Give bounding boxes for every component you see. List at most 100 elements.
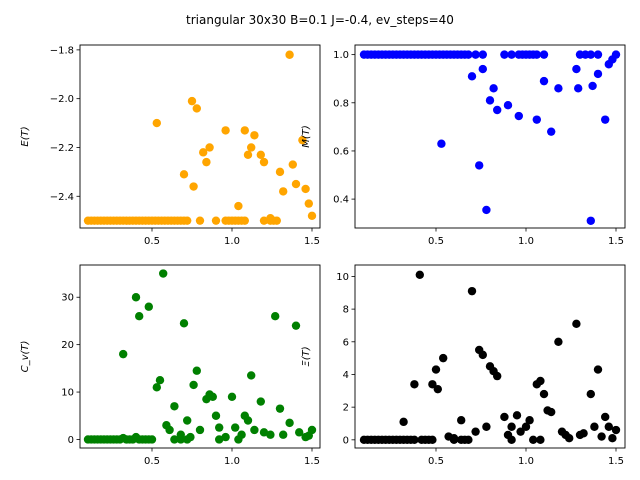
magnetization-point-61: [586, 216, 595, 225]
susceptibility-point-14: [410, 435, 419, 445]
magnetization-point-62: [588, 81, 597, 91]
magnetization-point-45: [437, 139, 446, 148]
energy-point-31: [183, 216, 192, 225]
energy-ytick-label: −2.4: [50, 192, 74, 203]
magnetization-point-29: [464, 50, 473, 59]
specific-heat-point-41: [192, 366, 201, 375]
susceptibility-point-26: [399, 417, 408, 427]
energy-ylabel: E(T): [20, 126, 31, 146]
specific-heat-point-38: [179, 319, 189, 328]
energy-axes-frame: [79, 44, 321, 229]
susceptibility-ytick-label: 8: [343, 305, 349, 316]
susceptibility-point-27: [410, 380, 419, 389]
magnetization-point-50: [485, 96, 495, 105]
specific-heat-point-60: [275, 404, 285, 413]
energy-point-59: [256, 150, 265, 159]
specific-heat-axes-frame: [79, 264, 321, 449]
susceptibility-point-48: [516, 427, 525, 436]
susceptibility-point-29: [428, 380, 437, 389]
susceptibility-point-39: [478, 350, 487, 360]
specific-heat-point-57: [259, 428, 269, 437]
specific-heat-point-61: [279, 430, 288, 439]
specific-heat-point-64: [295, 428, 304, 437]
magnetization-point-64: [601, 115, 610, 124]
energy-point-45: [152, 118, 161, 128]
specific-heat-point-45: [208, 392, 217, 401]
specific-heat-point-39: [183, 416, 192, 425]
susceptibility-point-59: [565, 434, 574, 443]
specific-heat-point-50: [231, 423, 240, 432]
figure-suptitle: triangular 30x30 B=0.1 J=-0.4, ev_steps=…: [186, 13, 454, 27]
energy-point-40: [240, 216, 249, 225]
magnetization-point-53: [503, 101, 513, 110]
specific-heat-xtick-label: 1.0: [224, 456, 240, 467]
specific-heat-point-20: [147, 435, 157, 444]
specific-heat-point-36: [170, 402, 179, 411]
susceptibility-point-31: [433, 384, 442, 394]
susceptibility-point-46: [507, 422, 516, 431]
energy-point-41: [259, 216, 269, 225]
susceptibility-point-18: [428, 435, 437, 445]
specific-heat-point-28: [131, 293, 141, 302]
specific-heat-ytick-label: 20: [61, 340, 74, 351]
susceptibility-point-53: [539, 389, 549, 399]
energy-point-68: [301, 184, 310, 194]
specific-heat-point-21: [170, 435, 179, 444]
specific-heat-point-63: [291, 321, 301, 330]
susceptibility-xtick-label: 1.0: [518, 456, 534, 467]
energy-point-61: [266, 214, 275, 223]
magnetization-point-58: [554, 84, 563, 93]
magnetization-xtick-label: 0.5: [428, 236, 444, 247]
specific-heat-point-32: [155, 376, 165, 385]
specific-heat-point-35: [165, 425, 174, 435]
energy-point-49: [189, 182, 198, 191]
susceptibility-point-49: [521, 422, 531, 431]
magnetization-point-60: [574, 84, 583, 93]
specific-heat-point-37: [176, 430, 185, 439]
susceptibility-point-44: [500, 412, 509, 422]
susceptibility-point-62: [579, 429, 588, 438]
energy-point-53: [221, 126, 230, 135]
susceptibility-point-35: [457, 416, 466, 425]
magnetization-point-49: [482, 205, 491, 215]
magnetization-point-57: [547, 127, 556, 136]
susceptibility-point-63: [586, 389, 595, 399]
magnetization-axes-frame: [354, 44, 626, 229]
energy-point-54: [234, 201, 243, 211]
magnetization-point-43: [586, 50, 595, 59]
specific-heat-point-31: [152, 383, 161, 392]
specific-heat-ytick-label: 30: [61, 293, 74, 304]
magnetization-ylabel: M(T): [301, 125, 312, 148]
energy-xtick-label: 1.0: [224, 236, 240, 247]
magnetization-point-44: [593, 50, 603, 59]
specific-heat-point-27: [119, 349, 128, 359]
susceptibility-ytick-label: 2: [343, 403, 349, 414]
energy-point-63: [279, 187, 288, 196]
specific-heat-point-53: [243, 416, 253, 425]
susceptibility-point-30: [431, 365, 441, 374]
magnetization-point-55: [532, 115, 541, 124]
specific-heat-ylabel: C_v(T): [20, 341, 31, 373]
susceptibility-point-50: [525, 416, 534, 425]
energy-point-58: [250, 131, 259, 140]
specific-heat-point-47: [215, 423, 224, 432]
susceptibility-xtick-label: 1.5: [608, 456, 624, 467]
magnetization-ytick-label: 1.0: [333, 50, 349, 61]
magnetization-subplot: 0.5 1.0 1.5 0.4 0.6 0.8 1.0 M(T): [301, 44, 626, 247]
magnetization-markers: [359, 50, 621, 225]
specific-heat-point-62: [285, 418, 294, 428]
susceptibility-point-52: [536, 376, 545, 386]
energy-point-64: [285, 50, 294, 59]
specific-heat-point-33: [159, 269, 168, 278]
susceptibility-ytick-label: 4: [343, 370, 349, 381]
susceptibility-point-55: [547, 407, 556, 417]
susceptibility-xtick-label: 0.5: [428, 456, 444, 467]
magnetization-point-40: [539, 50, 549, 59]
magnetization-point-33: [507, 50, 516, 59]
energy-point-33: [211, 216, 221, 225]
energy-subplot: 0.5 1.0 1.5 −2.4 −2.2 −2.0 −1.8 E(T): [20, 44, 321, 247]
specific-heat-point-25: [215, 435, 224, 444]
susceptibility-axes-frame: [354, 264, 626, 449]
specific-heat-point-46: [211, 411, 221, 420]
